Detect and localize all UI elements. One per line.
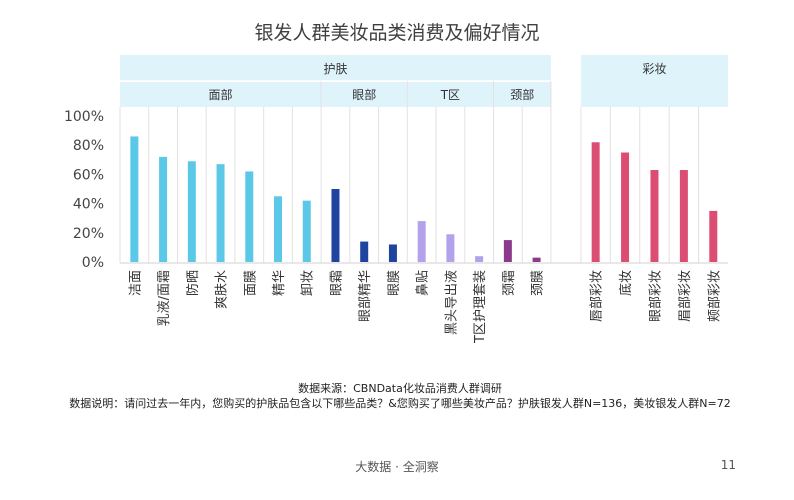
bar [302,200,311,262]
bar [216,164,225,262]
group-header-band [120,55,551,81]
x-tick-label: 眼部彩妆 [648,270,663,322]
y-tick-label: 80% [73,138,104,154]
y-tick-label: 40% [73,197,104,213]
x-tick-label: T区护理套装 [472,270,488,344]
chart-notes: 数据来源：CBNData化妆品消费人群调研 数据说明：请问过去一年内，您购买的护… [60,381,740,411]
bar [679,170,688,262]
x-tick-label: 颊部彩妆 [707,270,722,322]
bar [475,256,484,262]
bar [360,241,369,262]
x-tick-label: 眼霜 [329,270,344,296]
subgroup-header-label: 面部 [209,87,233,102]
subgroup-header-band [407,82,494,107]
bar [417,221,426,262]
x-tick-label: 爽肤水 [215,270,230,309]
bar [446,234,455,262]
x-tick-label: 底妆 [618,270,634,296]
group-header-label: 护肤 [323,61,347,76]
subgroup-header-label: 颈部 [510,87,534,102]
footer-slogan: 大数据 · 全洞察 [355,460,439,474]
explanation-note: 数据说明：请问过去一年内，您购买的护肤品包含以下哪些品类？&您购买了哪些美妆产品… [69,397,731,410]
x-tick-label: 精华 [272,270,287,296]
group-header-label: 彩妆 [642,62,666,76]
bar [503,240,512,262]
y-tick-label: 0% [82,255,104,271]
x-tick-label: 眉部彩妆 [678,270,693,322]
bar [388,244,397,262]
subgroup-header-label: 眼部 [352,87,376,102]
bar [187,161,196,262]
page-number: 11 [720,458,736,472]
x-tick-label: 面膜 [243,270,258,296]
bar [650,170,659,262]
x-tick-label: 颈膜 [531,270,546,296]
x-tick-label: 鼻贴 [415,270,431,296]
x-tick-label: 防晒 [185,270,201,296]
bar [709,210,718,262]
y-tick-label: 20% [73,226,104,242]
x-tick-label: 乳液/面霜 [157,270,172,326]
group-header-band [580,55,728,107]
chart-title: 银发人群美妆品类消费及偏好情况 [254,22,540,44]
subgroup-header-band [493,82,551,107]
source-note: 数据来源：CBNData化妆品消费人群调研 [298,382,502,395]
x-tick-label: 颈霜 [502,270,517,296]
bar [591,142,600,262]
bar [274,196,283,262]
bar [130,136,139,262]
y-tick-label: 60% [73,167,104,183]
x-tick-label: 眼膜 [387,270,402,296]
subgroup-header-band [321,82,408,107]
bar [621,152,630,262]
bar [245,171,254,262]
x-tick-label: 眼部精华 [358,270,373,322]
subgroup-header-band [120,82,322,107]
x-tick-label: 唇部彩妆 [590,270,605,322]
x-tick-label: 卸妆 [300,270,316,296]
bar [532,257,541,262]
subgroup-header-label: T区 [440,88,460,102]
y-tick-label: 100% [64,109,104,125]
bar [159,156,168,262]
x-tick-label: 洁面 [128,270,143,296]
x-tick-label: 黑头导出液 [444,270,459,335]
bar [331,189,340,262]
